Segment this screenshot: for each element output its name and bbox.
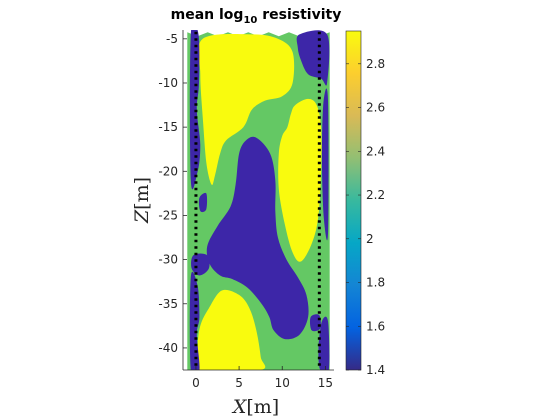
resistivity-region-4 [189, 30, 201, 190]
resistivity-region-8 [296, 30, 330, 86]
colorbar-tick-label-4: 2.2 [366, 188, 385, 202]
x-axis-label: X[m] [231, 396, 279, 418]
y-tick-label-2: -15 [158, 120, 178, 134]
plot-area [187, 30, 330, 370]
resistivity-region-0 [198, 34, 295, 186]
resistivity-region-2 [194, 289, 266, 370]
title-text: mean log [171, 7, 244, 23]
colorbar: 1.4 1.6 1.8 2 2.2 2.4 2.6 2.8 [345, 30, 385, 377]
y-tick-label-5: -30 [158, 253, 178, 267]
title-subscript: 10 [243, 15, 257, 26]
colorbar-tick-label-5: 2.4 [366, 144, 385, 158]
x-tick-label-1: 5 [235, 376, 243, 390]
y-tick-label-4: -25 [158, 208, 178, 222]
y-axis-label: Z[m] [131, 177, 153, 224]
resistivity-region-6 [198, 192, 208, 213]
resistivity-region-10 [318, 316, 330, 370]
colorbar-tick-label-2: 1.8 [366, 276, 385, 290]
colorbar-tick-label-1: 1.6 [366, 319, 385, 333]
colorbar-fill [345, 30, 362, 371]
y-tick-label-1: -10 [158, 76, 178, 90]
axes: 0 5 10 15 -5 -10 -15 -20 -25 -30 -35 -40 [158, 30, 334, 390]
y-tick-label-7: -40 [158, 341, 178, 355]
colorbar-tick-label-7: 2.8 [366, 57, 385, 71]
colorbar-tick-label-0: 1.4 [366, 363, 385, 377]
x-tick-label-0: 0 [192, 376, 200, 390]
svg-text:mean log10 resistivity: mean log10 resistivity [171, 7, 342, 26]
x-tick-label-3: 15 [318, 376, 333, 390]
colorbar-tick-label-6: 2.6 [366, 101, 385, 115]
resistivity-region-11 [309, 314, 321, 332]
x-tick-label-2: 10 [275, 376, 290, 390]
resistivity-region-9 [321, 88, 329, 241]
title-suffix: resistivity [257, 7, 341, 23]
y-tick-label-3: -20 [158, 164, 178, 178]
resistivity-region-1 [278, 98, 322, 262]
y-tick-label-6: -35 [158, 297, 178, 311]
resistivity-region-7 [191, 253, 210, 276]
y-tick-label-0: -5 [166, 32, 178, 46]
colorbar-tick-label-3: 2 [366, 232, 374, 246]
chart-title: mean log10 resistivity [171, 7, 342, 26]
resistivity-region-3 [206, 136, 309, 340]
